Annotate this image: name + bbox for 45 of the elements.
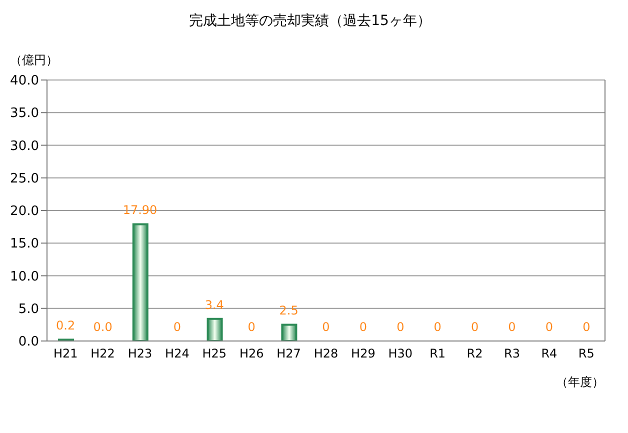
y-tick-label: 0.0	[18, 334, 39, 350]
data-label: 0.2	[56, 318, 76, 333]
x-tick-label: R1	[430, 346, 446, 361]
data-label: 0	[359, 320, 368, 334]
x-tick-label: H28	[314, 346, 338, 361]
data-label: 0	[582, 320, 590, 334]
y-tick-label: 20.0	[10, 204, 39, 220]
x-tick-label: H24	[165, 346, 190, 361]
chart-title: 完成土地等の売却実績（過去15ヶ年）	[188, 12, 432, 30]
data-label: 0	[470, 320, 479, 334]
x-tick-label: H26	[239, 346, 264, 361]
bar	[281, 324, 298, 341]
y-tick-label: 40.0	[10, 74, 39, 89]
x-tick-label: H27	[276, 346, 301, 361]
data-label: 0	[396, 320, 404, 334]
y-axis-title: （億円）	[10, 52, 58, 69]
y-tick-label: 5.0	[18, 302, 39, 317]
x-tick-label: R4	[541, 346, 558, 361]
x-tick-label: H23	[128, 346, 152, 361]
data-label: 0	[322, 320, 330, 334]
y-tick-label: 10.0	[10, 269, 39, 284]
data-label: 0	[508, 320, 516, 334]
data-label: 0	[173, 320, 182, 334]
data-label: 0	[545, 320, 554, 334]
x-tick-label: R5	[578, 346, 594, 361]
data-label: 0	[248, 320, 256, 334]
x-tick-label: H22	[90, 346, 115, 361]
y-tick-label: 15.0	[10, 236, 39, 252]
bar	[132, 223, 148, 341]
x-tick-label: H21	[53, 346, 78, 361]
y-tick-label: 35.0	[10, 106, 39, 122]
x-tick-label: H30	[388, 346, 413, 361]
y-tick-label: 30.0	[10, 138, 39, 154]
y-tick-label: 25.0	[10, 171, 39, 186]
x-axis-title: （年度）	[556, 374, 604, 391]
data-label: 3.4	[204, 298, 224, 312]
data-label: 0	[434, 320, 442, 334]
data-label: 2.5	[279, 304, 298, 318]
x-tick-label: H29	[351, 346, 376, 361]
data-label: 17.90	[122, 203, 158, 218]
x-tick-label: R3	[504, 346, 520, 361]
x-tick-label: R2	[466, 346, 483, 361]
data-label: 0.0	[93, 320, 112, 334]
bar	[206, 318, 223, 341]
x-tick-label: H25	[202, 346, 227, 361]
